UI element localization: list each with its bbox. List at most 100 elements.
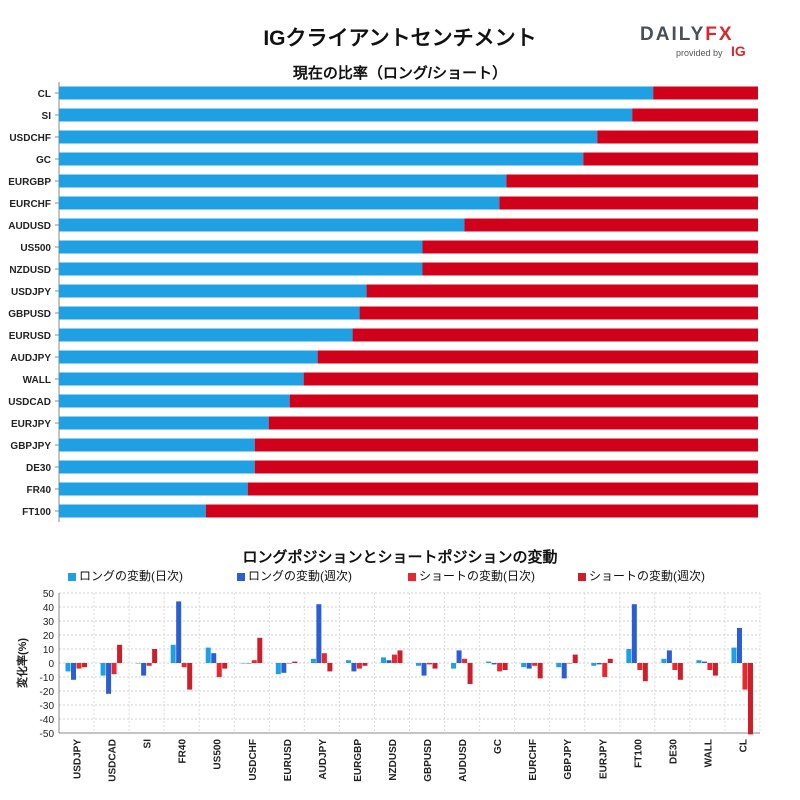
x-category-label: GBPUSD — [423, 739, 434, 782]
x-category-label: NZDUSD — [388, 739, 399, 781]
short-ratio-bar — [254, 460, 758, 474]
long-ratio-bar — [59, 130, 598, 144]
change-bar — [257, 637, 263, 663]
change-bar — [65, 663, 71, 672]
y-tick-label: 40 — [43, 603, 55, 614]
change-bar — [222, 663, 228, 669]
y-tick-label: -50 — [40, 729, 55, 740]
change-bar — [491, 663, 497, 665]
change-bar — [76, 663, 82, 669]
y-tick-label: 20 — [43, 631, 55, 642]
change-bar — [251, 660, 257, 663]
long-ratio-bar — [59, 262, 423, 276]
change-bar — [462, 658, 468, 663]
short-ratio-bar — [352, 328, 758, 342]
ratio-category-label: US500 — [20, 243, 51, 254]
change-bar — [427, 663, 433, 665]
short-ratio-bar — [359, 306, 758, 320]
dailyfx-logo: DAILYFX provided by IG — [640, 24, 750, 64]
long-ratio-bar — [59, 240, 423, 254]
change-bar — [356, 663, 362, 669]
change-bar — [607, 658, 613, 663]
change-bar — [567, 663, 573, 664]
change-bar — [82, 663, 88, 668]
x-category-label: EURJPY — [598, 739, 609, 779]
short-ratio-bar — [268, 416, 758, 430]
change-bar — [486, 661, 492, 663]
change-bar — [181, 663, 187, 668]
legend-swatch — [408, 572, 416, 581]
change-bar — [451, 663, 457, 669]
long-ratio-bar — [59, 482, 248, 496]
change-bar — [281, 663, 287, 673]
change-bar — [416, 663, 422, 666]
long-ratio-bar — [59, 306, 360, 320]
short-ratio-bar — [653, 86, 758, 100]
change-bar — [71, 663, 77, 680]
x-category-label: EURUSD — [283, 739, 294, 781]
long-ratio-bar — [59, 152, 584, 166]
change-bar — [391, 654, 397, 663]
change-bar — [666, 650, 672, 663]
ratio-category-label: GBPJPY — [10, 441, 51, 452]
change-bar — [631, 604, 637, 663]
ratio-category-label: USDCHF — [9, 133, 51, 144]
change-bar — [637, 663, 643, 670]
change-bar — [117, 644, 123, 663]
change-bar — [292, 661, 298, 663]
change-bar — [421, 663, 427, 676]
change-bar — [736, 628, 742, 663]
y-tick-label: 50 — [43, 589, 55, 600]
change-bar — [100, 663, 106, 676]
change-bar — [712, 663, 718, 676]
legend-swatch — [578, 572, 586, 581]
change-bar — [316, 604, 322, 663]
change-bar — [742, 663, 748, 690]
ratio-category-label: USDJPY — [11, 287, 51, 298]
change-bar — [275, 663, 281, 675]
ratio-category-label: AUDUSD — [8, 221, 51, 232]
short-ratio-bar — [422, 262, 758, 276]
change-bar — [707, 663, 713, 670]
long-ratio-bar — [59, 438, 255, 452]
change-bar — [246, 663, 252, 664]
change-bar — [731, 647, 737, 663]
change-bar — [146, 663, 152, 666]
x-category-label: USDCAD — [108, 739, 119, 782]
ratio-chart-title: 現在の比率（ロング/ショート） — [292, 65, 508, 82]
x-category-label: SI — [143, 739, 154, 749]
x-category-label: US500 — [213, 739, 224, 770]
ratio-category-label: NZDUSD — [9, 265, 51, 276]
long-ratio-bar — [59, 108, 633, 122]
change-bar — [286, 663, 292, 664]
long-ratio-bar — [59, 416, 269, 430]
legend-swatch — [68, 572, 76, 581]
change-bar — [626, 649, 632, 663]
change-bar — [216, 663, 222, 677]
change-bar — [345, 660, 351, 663]
change-bar — [380, 657, 386, 663]
short-ratio-bar — [205, 504, 759, 518]
x-category-label: WALL — [703, 739, 714, 767]
short-ratio-bar — [366, 284, 758, 298]
long-ratio-bar — [59, 218, 465, 232]
y-tick-label: -30 — [40, 701, 55, 712]
change-bar — [532, 663, 538, 666]
change-bar — [432, 663, 438, 669]
change-bar — [572, 654, 578, 663]
change-bar — [386, 660, 392, 663]
long-ratio-bar — [59, 372, 304, 386]
ratio-category-label: GBPUSD — [8, 309, 51, 320]
y-tick-label: -20 — [40, 687, 55, 698]
long-ratio-bar — [59, 174, 507, 188]
change-bar — [397, 650, 403, 663]
y-tick-label: 0 — [48, 659, 54, 670]
long-ratio-bar — [59, 196, 500, 210]
change-bar — [696, 660, 702, 663]
change-bar — [240, 663, 246, 664]
ratio-category-label: WALL — [23, 375, 51, 386]
change-chart-title: ロングポジションとショートポジションの変動 — [242, 549, 558, 566]
change-bar — [176, 601, 182, 663]
change-bar — [661, 658, 667, 663]
short-ratio-bar — [422, 240, 758, 254]
